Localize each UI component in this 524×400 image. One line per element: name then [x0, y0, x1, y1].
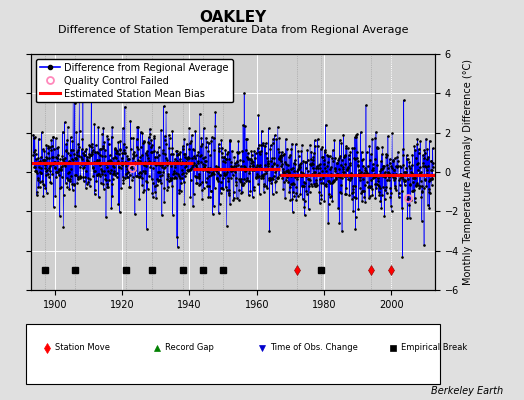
Text: OAKLEY: OAKLEY: [200, 10, 267, 26]
Text: Station Move: Station Move: [55, 344, 110, 352]
Legend: Difference from Regional Average, Quality Control Failed, Estimated Station Mean: Difference from Regional Average, Qualit…: [36, 59, 233, 102]
Text: Time of Obs. Change: Time of Obs. Change: [270, 344, 358, 352]
Text: Berkeley Earth: Berkeley Earth: [431, 386, 503, 396]
Text: Empirical Break: Empirical Break: [401, 344, 467, 352]
Text: Record Gap: Record Gap: [165, 344, 214, 352]
Y-axis label: Monthly Temperature Anomaly Difference (°C): Monthly Temperature Anomaly Difference (…: [463, 59, 473, 285]
Text: Difference of Station Temperature Data from Regional Average: Difference of Station Temperature Data f…: [58, 25, 408, 35]
